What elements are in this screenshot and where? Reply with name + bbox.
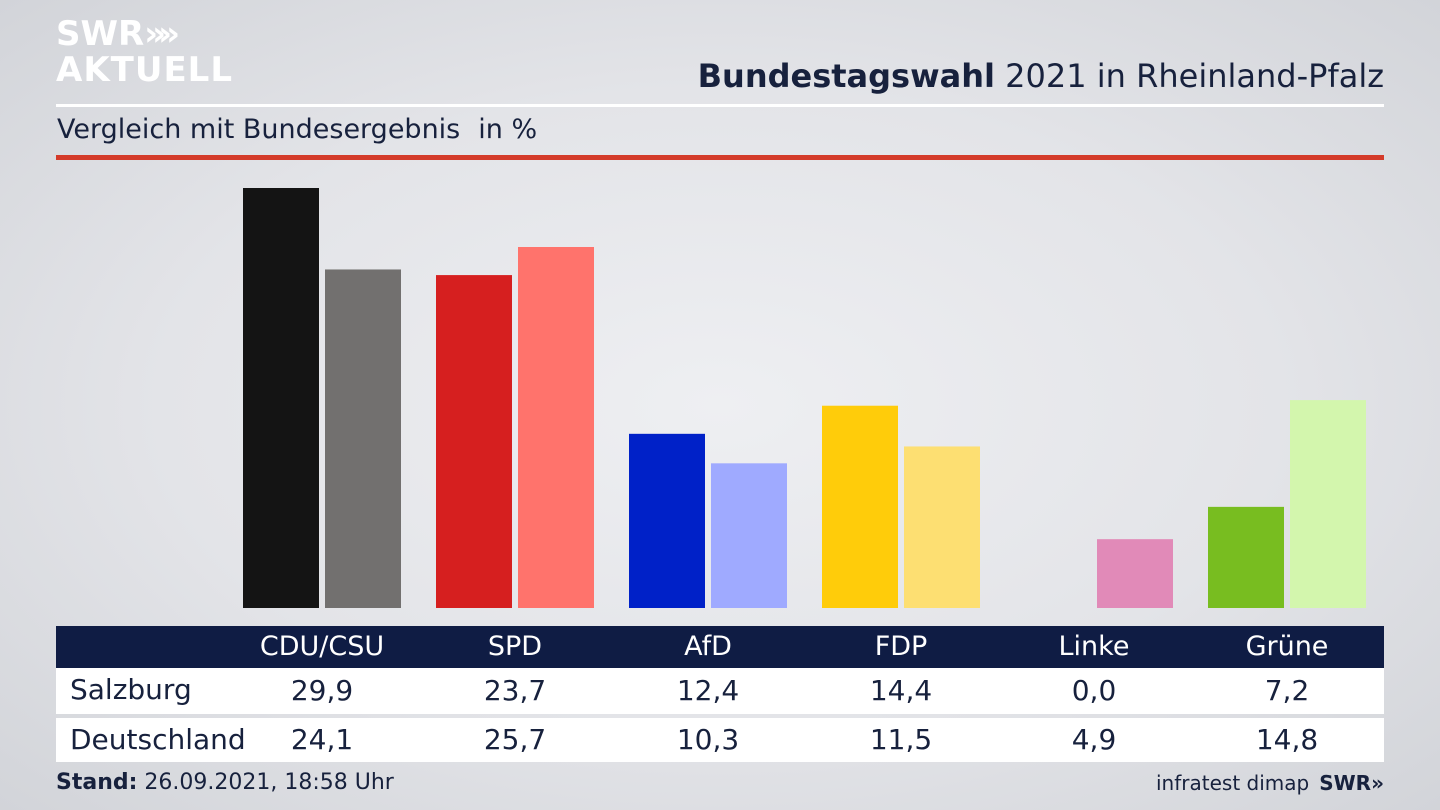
subtitle-unit: in %: [478, 114, 538, 145]
bar-grüne-deutschland: [1290, 400, 1366, 608]
bar-fdp-salzburg: [822, 405, 898, 608]
table-cell: 29,9: [290, 674, 354, 707]
bar-spd-salzburg: [436, 275, 512, 608]
title-divider: [56, 104, 1384, 107]
bar-linke-deutschland: [1097, 539, 1173, 608]
table-cell: 4,9: [1071, 723, 1117, 756]
timestamp: Stand: 26.09.2021, 18:58 Uhr: [56, 770, 394, 795]
swr-footer-logo: SWR»: [1319, 771, 1384, 795]
table-cell: 11,5: [869, 723, 933, 756]
table-cell: 24,1: [290, 723, 354, 756]
title-rest: 2021 in Rheinland-Pfalz: [995, 57, 1384, 95]
accent-divider: [56, 155, 1384, 160]
logo-aktuell-text: AKTUELL: [56, 50, 234, 90]
table-row-deutschland: Deutschland 24,1 25,7 10,3 11,5 4,9 14,8: [56, 718, 1384, 762]
logo-swr-text: SWR: [56, 14, 145, 54]
swr-aktuell-logo: SWR»» AKTUELL: [56, 16, 233, 88]
source-text: infratest dimap: [1156, 771, 1310, 795]
row-label: Salzburg: [70, 673, 192, 706]
table-cell: 14,4: [869, 674, 933, 707]
column-header: SPD: [487, 631, 543, 662]
bar-fdp-deutschland: [904, 446, 980, 608]
column-header: Linke: [1058, 631, 1130, 662]
table-cell: 10,3: [676, 723, 740, 756]
table-cell: 25,7: [483, 723, 547, 756]
stand-value: 26.09.2021, 18:58 Uhr: [137, 770, 394, 795]
bar-afd-deutschland: [711, 463, 787, 608]
table-cell: 23,7: [483, 674, 547, 707]
table-row-salzburg: Salzburg 29,9 23,7 12,4 14,4 0,0 7,2: [56, 668, 1384, 714]
bar-grüne-salzburg: [1208, 506, 1284, 608]
bar-afd-salzburg: [629, 433, 705, 608]
column-header: CDU/CSU: [259, 631, 385, 662]
chart-subtitle: Vergleich mit Bundesergebnis in %: [57, 114, 537, 145]
bar-spd-deutschland: [518, 246, 594, 609]
bar-cducsu-salzburg: [243, 188, 319, 608]
table-cell: 7,2: [1264, 674, 1310, 707]
table-cell: 12,4: [676, 674, 740, 707]
column-header: Grüne: [1245, 631, 1329, 662]
bar-cducsu-deutschland: [325, 269, 401, 608]
row-label: Deutschland: [70, 723, 246, 756]
results-table: CDU/CSU SPD AfD FDP Linke Grüne Salzburg 29,9…: [56, 626, 1384, 762]
stand-label: Stand:: [56, 770, 138, 795]
source-credit: infratest dimap SWR»: [1156, 771, 1384, 795]
title-bold: Bundestagswahl: [697, 57, 995, 95]
table-cell: 0,0: [1071, 674, 1117, 707]
table-cell: 14,8: [1255, 723, 1319, 756]
column-header: FDP: [874, 631, 928, 662]
subtitle-text: Vergleich mit Bundesergebnis: [57, 114, 461, 145]
table-header-row: CDU/CSU SPD AfD FDP Linke Grüne: [56, 626, 1384, 668]
column-header: AfD: [684, 631, 732, 662]
page-title: Bundestagswahl 2021 in Rheinland-Pfalz: [698, 57, 1384, 95]
